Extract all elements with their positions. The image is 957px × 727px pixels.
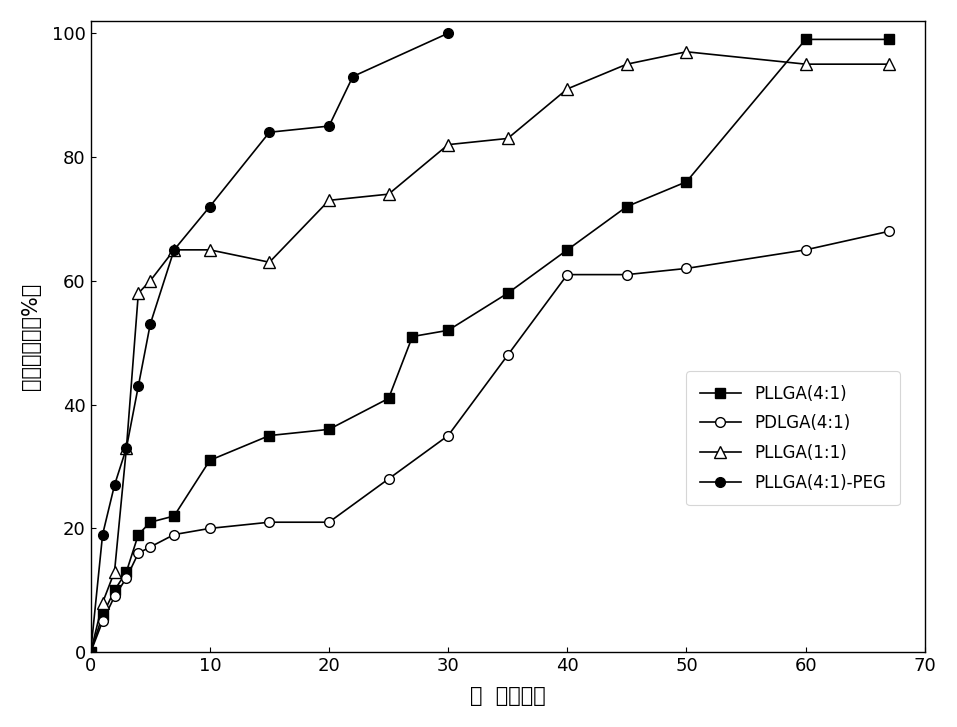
PLLGA(1:1) xyxy=(85,648,97,656)
PDLGA(4:1) xyxy=(621,270,633,279)
PDLGA(4:1) xyxy=(109,592,121,601)
PLLGA(1:1) xyxy=(121,443,132,452)
PLLGA(1:1) xyxy=(145,276,156,285)
PLLGA(4:1) xyxy=(85,648,97,656)
PDLGA(4:1) xyxy=(85,648,97,656)
PLLGA(4:1)-PEG xyxy=(109,481,121,489)
PDLGA(4:1) xyxy=(323,518,335,526)
PLLGA(1:1) xyxy=(442,140,454,149)
PLLGA(4:1) xyxy=(109,586,121,595)
PLLGA(1:1) xyxy=(97,598,108,607)
PLLGA(4:1) xyxy=(264,431,276,440)
PLLGA(1:1) xyxy=(109,567,121,576)
PLLGA(4:1)-PEG xyxy=(121,443,132,452)
PDLGA(4:1) xyxy=(883,227,895,236)
PLLGA(1:1) xyxy=(680,47,692,56)
Line: PLLGA(1:1): PLLGA(1:1) xyxy=(85,47,895,658)
PLLGA(1:1) xyxy=(204,246,215,254)
PLLGA(4:1)-PEG xyxy=(133,382,145,390)
PDLGA(4:1) xyxy=(133,549,145,558)
PLLGA(4:1)-PEG xyxy=(347,72,359,81)
PDLGA(4:1) xyxy=(204,524,215,533)
PLLGA(4:1) xyxy=(800,35,812,44)
PLLGA(4:1)-PEG xyxy=(85,648,97,656)
X-axis label: 时  间（天）: 时 间（天） xyxy=(470,686,545,706)
PLLGA(1:1) xyxy=(883,60,895,68)
PLLGA(4:1) xyxy=(145,518,156,526)
PLLGA(1:1) xyxy=(323,196,335,205)
PLLGA(4:1) xyxy=(407,332,418,341)
PLLGA(4:1)-PEG xyxy=(264,128,276,137)
PDLGA(4:1) xyxy=(145,542,156,551)
PLLGA(4:1)-PEG xyxy=(204,202,215,211)
PLLGA(1:1) xyxy=(168,246,180,254)
PLLGA(4:1) xyxy=(502,289,514,297)
PLLGA(1:1) xyxy=(562,84,573,93)
PDLGA(4:1) xyxy=(168,530,180,539)
PLLGA(1:1) xyxy=(502,134,514,142)
PLLGA(4:1)-PEG xyxy=(97,530,108,539)
PLLGA(1:1) xyxy=(621,60,633,68)
PDLGA(4:1) xyxy=(562,270,573,279)
Line: PDLGA(4:1): PDLGA(4:1) xyxy=(86,226,894,657)
PLLGA(4:1) xyxy=(883,35,895,44)
PLLGA(4:1)-PEG xyxy=(323,121,335,130)
PDLGA(4:1) xyxy=(97,617,108,626)
PDLGA(4:1) xyxy=(383,475,394,483)
PLLGA(1:1) xyxy=(800,60,812,68)
PLLGA(1:1) xyxy=(133,289,145,297)
PLLGA(4:1)-PEG xyxy=(442,29,454,38)
Line: PLLGA(4:1)-PEG: PLLGA(4:1)-PEG xyxy=(86,28,453,657)
PLLGA(4:1) xyxy=(133,530,145,539)
Y-axis label: 累积释放量（%）: 累积释放量（%） xyxy=(21,283,41,390)
Legend: PLLGA(4:1), PDLGA(4:1), PLLGA(1:1), PLLGA(4:1)-PEG: PLLGA(4:1), PDLGA(4:1), PLLGA(1:1), PLLG… xyxy=(686,371,900,505)
PLLGA(4:1) xyxy=(97,611,108,619)
PLLGA(4:1) xyxy=(562,246,573,254)
PLLGA(1:1) xyxy=(264,258,276,267)
PLLGA(4:1) xyxy=(168,512,180,521)
PDLGA(4:1) xyxy=(800,246,812,254)
PDLGA(4:1) xyxy=(680,264,692,273)
PLLGA(4:1) xyxy=(204,456,215,465)
PDLGA(4:1) xyxy=(121,574,132,582)
PLLGA(4:1) xyxy=(680,177,692,186)
PLLGA(4:1)-PEG xyxy=(145,320,156,329)
PLLGA(1:1) xyxy=(383,190,394,198)
PLLGA(4:1) xyxy=(323,425,335,434)
PLLGA(4:1) xyxy=(383,394,394,403)
PLLGA(4:1) xyxy=(621,202,633,211)
PLLGA(4:1)-PEG xyxy=(168,246,180,254)
PDLGA(4:1) xyxy=(442,431,454,440)
Line: PLLGA(4:1): PLLGA(4:1) xyxy=(86,35,894,657)
PLLGA(4:1) xyxy=(442,326,454,334)
PDLGA(4:1) xyxy=(502,350,514,359)
PLLGA(4:1) xyxy=(121,567,132,576)
PDLGA(4:1) xyxy=(264,518,276,526)
